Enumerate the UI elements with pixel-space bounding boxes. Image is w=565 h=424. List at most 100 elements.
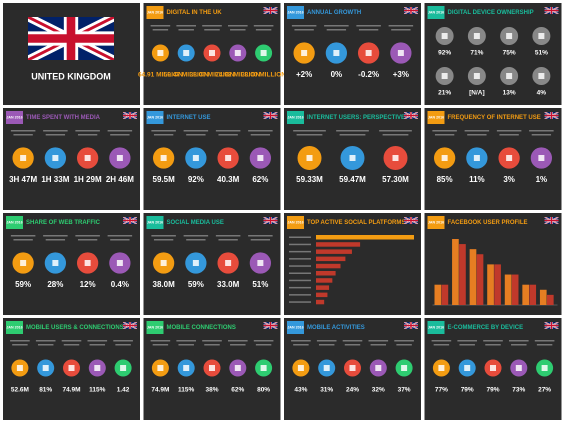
caption-placeholder [45,239,66,241]
stat-value: 3H 47M [9,175,37,184]
badge [6,216,23,229]
flag-icon [263,112,278,119]
stat-value: 57.30M [382,175,409,184]
stat-value: 85% [437,175,453,184]
caption-placeholder [344,344,361,346]
label-placeholder [289,301,311,303]
badge [287,321,304,334]
icon-glyph [225,155,232,161]
bar [487,264,494,305]
icon-glyph [506,155,513,161]
icon-glyph [506,33,513,39]
bar [316,285,330,290]
stat-value: 1H 29M [74,175,102,184]
caption-placeholder [218,239,238,241]
caption-placeholder [152,29,169,31]
icon-glyph [183,365,190,371]
icon-glyph [225,260,232,266]
caption-placeholder [13,134,33,136]
caption-placeholder [294,29,314,31]
label-placeholder [289,286,311,289]
badge-text: JAN 2016 [287,220,303,224]
flag-icon [404,7,418,14]
caption-placeholder [215,235,241,237]
badge-text: JAN 2016 [287,10,303,14]
uk-flag [28,17,114,60]
icon-glyph [234,365,241,371]
bar [452,239,459,305]
stat-value: 79% [461,387,474,394]
stat-value: 38.0M [153,280,176,289]
bar [316,256,346,262]
slide: JAN 2016 INTERNET USERS: PERSPECTIVE 59.33… [284,108,421,210]
bar [316,278,333,283]
caption-placeholder [230,29,246,31]
stat-value: 92% [438,50,451,57]
caption-placeholder [176,340,197,342]
slide: JAN 2016 INTERNET USE 59.5M 92% 40.3M 62% [143,108,281,210]
stat-value: 77% [435,387,448,394]
caption-placeholder [296,134,323,136]
badge [427,216,445,229]
stat-value: 13% [503,90,516,97]
caption-placeholder [250,239,271,241]
icon-glyph [538,155,545,161]
caption-placeholder [202,25,222,27]
stat-value: 43% [294,387,307,394]
slide-title: MOBILE ACTIVITIES [307,325,365,331]
caption-placeholder [12,344,28,346]
icon-glyph [306,155,313,161]
slide-title: SOCIAL MEDIA USE [167,220,224,226]
caption-placeholder [368,340,389,342]
bar [441,284,449,305]
icon-glyph [490,365,496,371]
caption-placeholder [356,25,381,27]
icon-glyph [506,73,513,79]
caption-placeholder [230,344,246,346]
icon-glyph [183,50,190,56]
slide: JAN 2016 TOP ACTIVE SOCIAL PLATFORMS [284,213,421,315]
badge [427,111,445,124]
caption-placeholder [464,130,490,132]
icon-glyph [209,50,215,56]
caption-placeholder [457,340,478,342]
icon-glyph [297,365,304,371]
badge-text: JAN 2016 [428,220,444,224]
stat-value: 4% [537,90,547,97]
stat-value: 74.9M [151,387,169,394]
caption-placeholder [107,130,133,132]
slide: JAN 2016 TIME SPENT WITH MEDIA 3H 47M 1H 33… [3,108,140,210]
slide-title: TIME SPENT WITH MEDIA [26,115,101,121]
icon-glyph [538,33,545,39]
caption-placeholder [255,29,272,31]
caption-placeholder [394,340,414,342]
stat-value: 2H 46M [106,175,134,184]
caption-placeholder [358,29,379,31]
caption-placeholder [178,344,194,346]
stat-value: 59% [188,280,204,289]
stat-value: 27% [538,387,551,394]
caption-placeholder [107,235,133,237]
icon-glyph [120,365,127,371]
badge [146,111,164,124]
icon-glyph [20,155,27,161]
caption-placeholder [202,340,222,342]
caption-placeholder [467,134,487,136]
caption-placeholder [291,340,311,342]
icon-glyph [257,155,264,161]
stat-value: +3% [393,70,409,79]
bar [459,244,466,305]
caption-placeholder [499,134,519,136]
slide-title: FACEBOOK USER PROFILE [448,220,528,226]
stat-value: 40.3M [217,175,240,184]
cover-slide: UNITED KINGDOM [3,3,140,105]
stat-value: 71% [470,50,483,57]
caption-placeholder [150,340,171,342]
badge [6,321,23,334]
stat-value: 51% [535,50,548,57]
caption-placeholder [250,134,271,136]
icon-glyph [541,365,548,371]
icon-glyph [260,50,267,56]
cover-title: UNITED KINGDOM [31,71,111,81]
slide-background [284,213,421,315]
